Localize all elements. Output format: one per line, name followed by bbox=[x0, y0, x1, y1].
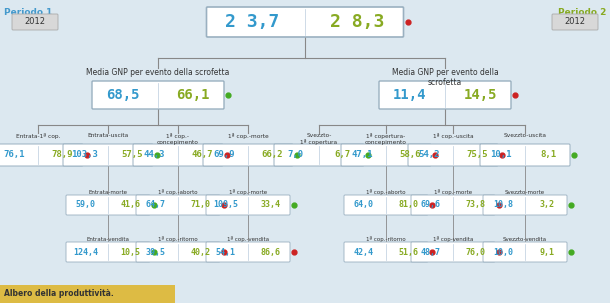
Text: 46,7: 46,7 bbox=[191, 151, 212, 159]
FancyBboxPatch shape bbox=[341, 144, 431, 166]
Text: 1ª cop.-morte: 1ª cop.-morte bbox=[228, 133, 268, 139]
Text: 42,4: 42,4 bbox=[354, 248, 374, 257]
Text: 68,5: 68,5 bbox=[106, 88, 140, 102]
Text: 47,1: 47,1 bbox=[351, 151, 373, 159]
Text: 44,3: 44,3 bbox=[143, 151, 165, 159]
Text: 8,1: 8,1 bbox=[540, 151, 557, 159]
FancyBboxPatch shape bbox=[480, 144, 570, 166]
Text: Media GNP per evento della scrofetta: Media GNP per evento della scrofetta bbox=[86, 68, 230, 77]
Text: Svezzto-
1ª copertura: Svezzto- 1ª copertura bbox=[301, 133, 337, 145]
Text: 1ª cop.-ritorno: 1ª cop.-ritorno bbox=[366, 236, 406, 242]
Text: 86,6: 86,6 bbox=[260, 248, 280, 257]
Text: 69,6: 69,6 bbox=[421, 201, 441, 209]
Text: 64,0: 64,0 bbox=[354, 201, 374, 209]
Text: 39,5: 39,5 bbox=[146, 248, 166, 257]
Text: 1ª cop.-vendita: 1ª cop.-vendita bbox=[227, 236, 269, 242]
Text: 58,6: 58,6 bbox=[399, 151, 420, 159]
Text: 9,1: 9,1 bbox=[540, 248, 554, 257]
Text: 66,2: 66,2 bbox=[261, 151, 282, 159]
FancyBboxPatch shape bbox=[66, 242, 150, 262]
FancyBboxPatch shape bbox=[274, 144, 364, 166]
Text: 71,0: 71,0 bbox=[190, 201, 210, 209]
Text: 1ª cop.-morte: 1ª cop.-morte bbox=[229, 189, 267, 195]
Text: 1ª cop.-aborto: 1ª cop.-aborto bbox=[366, 189, 406, 195]
FancyBboxPatch shape bbox=[207, 7, 403, 37]
Text: 3,2: 3,2 bbox=[540, 201, 554, 209]
Text: Svezzto-uscita: Svezzto-uscita bbox=[503, 133, 547, 138]
FancyBboxPatch shape bbox=[0, 144, 83, 166]
Text: Media GNP per evento della
scrofetta: Media GNP per evento della scrofetta bbox=[392, 68, 498, 87]
Text: 103,3: 103,3 bbox=[71, 151, 98, 159]
FancyBboxPatch shape bbox=[552, 14, 598, 30]
Text: Entrata-1ª cop.: Entrata-1ª cop. bbox=[16, 133, 60, 139]
Text: Entrata-morte: Entrata-morte bbox=[88, 190, 127, 195]
FancyBboxPatch shape bbox=[66, 195, 150, 215]
FancyBboxPatch shape bbox=[483, 242, 567, 262]
Text: Entrata-uscita: Entrata-uscita bbox=[87, 133, 129, 138]
Text: 1ª cop.-ritorno: 1ª cop.-ritorno bbox=[158, 236, 198, 242]
Text: 54,2: 54,2 bbox=[418, 151, 440, 159]
Text: 1ª cop.-aborto: 1ª cop.-aborto bbox=[158, 189, 198, 195]
FancyBboxPatch shape bbox=[344, 195, 428, 215]
Text: 75,5: 75,5 bbox=[466, 151, 487, 159]
FancyBboxPatch shape bbox=[0, 285, 175, 303]
Text: 41,6: 41,6 bbox=[120, 201, 140, 209]
Text: Svezzto-vendita: Svezzto-vendita bbox=[503, 237, 547, 242]
Text: Entrata-vendita: Entrata-vendita bbox=[87, 237, 129, 242]
Text: 2012: 2012 bbox=[24, 18, 46, 26]
Text: 1ª cop.-morte: 1ª cop.-morte bbox=[434, 189, 472, 195]
FancyBboxPatch shape bbox=[411, 242, 495, 262]
Text: 7,0: 7,0 bbox=[287, 151, 303, 159]
Text: 59,0: 59,0 bbox=[76, 201, 96, 209]
Text: 76,0: 76,0 bbox=[465, 248, 485, 257]
Text: 66,1: 66,1 bbox=[176, 88, 210, 102]
Text: 1ª cop-vendita: 1ª cop-vendita bbox=[433, 236, 473, 242]
Text: 10,0: 10,0 bbox=[493, 248, 513, 257]
Text: 124,4: 124,4 bbox=[73, 248, 98, 257]
FancyBboxPatch shape bbox=[408, 144, 498, 166]
FancyBboxPatch shape bbox=[136, 242, 220, 262]
FancyBboxPatch shape bbox=[483, 195, 567, 215]
Text: 6,7: 6,7 bbox=[335, 151, 351, 159]
Text: 51,6: 51,6 bbox=[398, 248, 418, 257]
Text: 69,9: 69,9 bbox=[214, 151, 235, 159]
Text: 78,9: 78,9 bbox=[51, 151, 73, 159]
Text: Svezzto-morte: Svezzto-morte bbox=[505, 190, 545, 195]
Text: 33,4: 33,4 bbox=[260, 201, 280, 209]
FancyBboxPatch shape bbox=[344, 242, 428, 262]
Text: 1ª cop.-
concepimento: 1ª cop.- concepimento bbox=[157, 133, 199, 145]
FancyBboxPatch shape bbox=[206, 195, 290, 215]
Text: 2 3,7: 2 3,7 bbox=[225, 13, 279, 31]
Text: 81,0: 81,0 bbox=[398, 201, 418, 209]
FancyBboxPatch shape bbox=[136, 195, 220, 215]
Text: Periodo 1: Periodo 1 bbox=[4, 8, 52, 17]
Text: 10,1: 10,1 bbox=[490, 151, 512, 159]
Text: 76,1: 76,1 bbox=[4, 151, 25, 159]
Text: 54,1: 54,1 bbox=[216, 248, 236, 257]
FancyBboxPatch shape bbox=[63, 144, 153, 166]
FancyBboxPatch shape bbox=[203, 144, 293, 166]
FancyBboxPatch shape bbox=[12, 14, 58, 30]
Text: 57,5: 57,5 bbox=[121, 151, 143, 159]
Text: 10,5: 10,5 bbox=[120, 248, 140, 257]
Text: 2 8,3: 2 8,3 bbox=[331, 13, 385, 31]
Text: 11,4: 11,4 bbox=[393, 88, 426, 102]
FancyBboxPatch shape bbox=[133, 144, 223, 166]
Text: 73,8: 73,8 bbox=[465, 201, 485, 209]
FancyBboxPatch shape bbox=[92, 81, 224, 109]
FancyBboxPatch shape bbox=[379, 81, 511, 109]
FancyBboxPatch shape bbox=[206, 242, 290, 262]
Text: Albero della produttività.: Albero della produttività. bbox=[4, 289, 113, 298]
Text: 1ª cop.-uscita: 1ª cop.-uscita bbox=[432, 133, 473, 139]
Text: 40,2: 40,2 bbox=[190, 248, 210, 257]
FancyBboxPatch shape bbox=[411, 195, 495, 215]
Text: 2012: 2012 bbox=[564, 18, 586, 26]
Text: 109,5: 109,5 bbox=[214, 201, 239, 209]
Text: 14,5: 14,5 bbox=[464, 88, 497, 102]
Text: 64,7: 64,7 bbox=[146, 201, 166, 209]
Text: Periodo 2: Periodo 2 bbox=[558, 8, 606, 17]
Text: 10,8: 10,8 bbox=[493, 201, 513, 209]
Text: 48,7: 48,7 bbox=[421, 248, 441, 257]
Text: 1ª copertura-
concepimento: 1ª copertura- concepimento bbox=[365, 133, 407, 145]
